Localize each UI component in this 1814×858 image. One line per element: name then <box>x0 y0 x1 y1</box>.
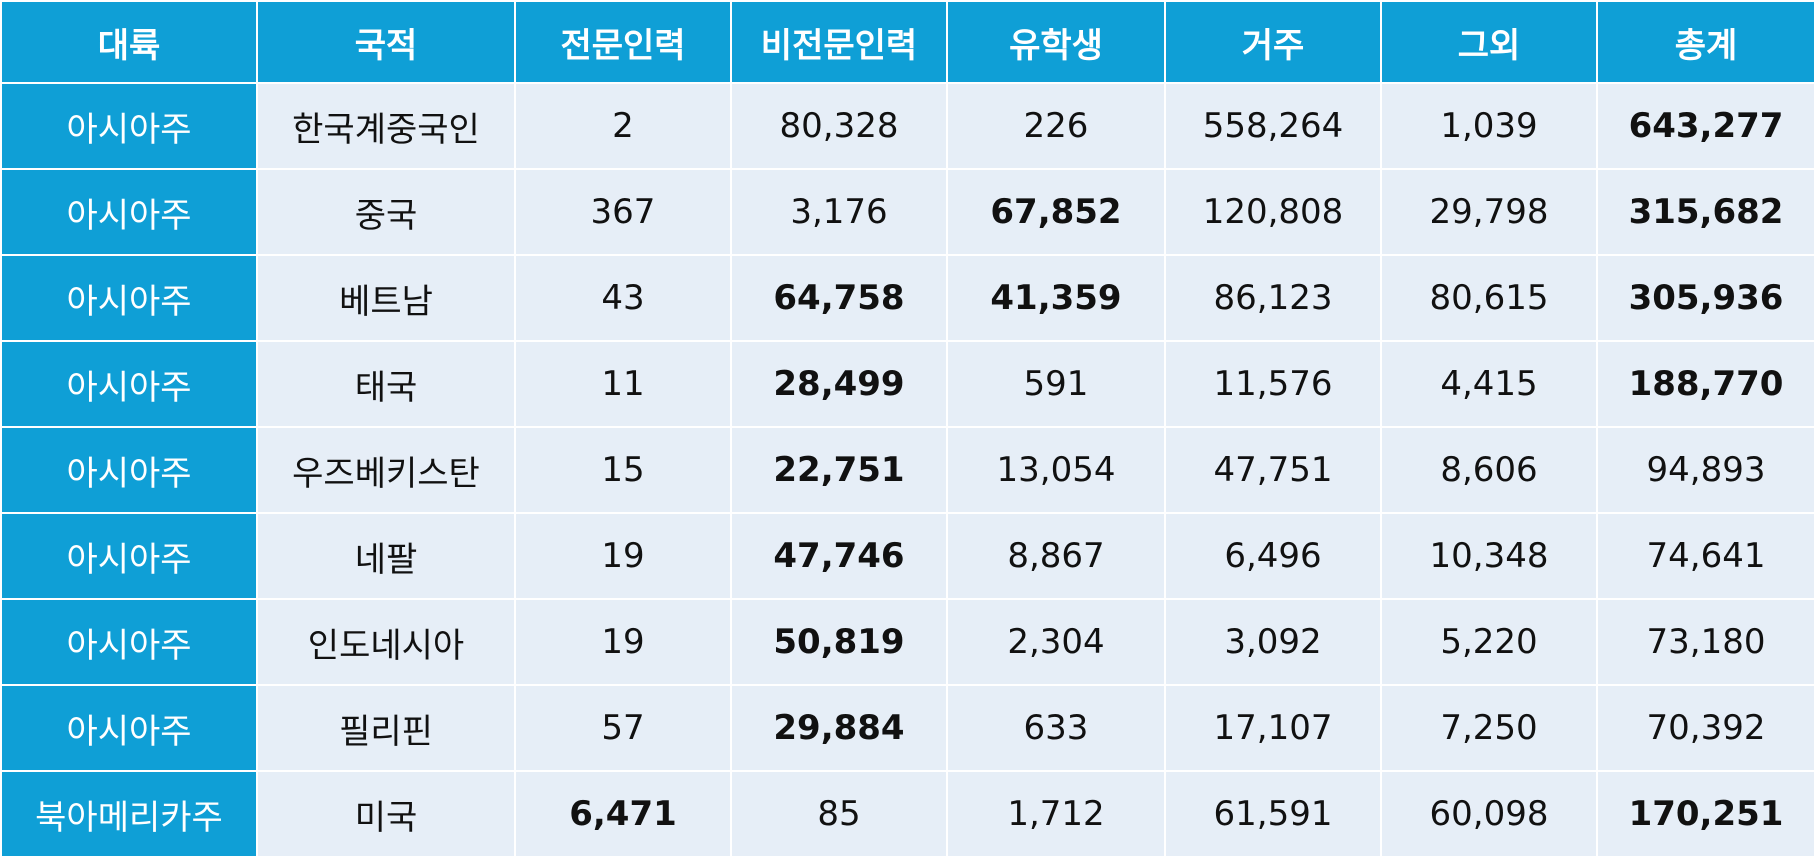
cell-total: 94,893 <box>1596 426 1814 514</box>
cell-student: 13,054 <box>946 426 1166 514</box>
header-row: 대륙 국적 전문인력 비전문인력 유학생 거주 그외 총계 <box>0 0 1814 84</box>
cell-total: 188,770 <box>1596 340 1814 428</box>
cell-professional: 367 <box>514 168 732 256</box>
cell-continent: 아시아주 <box>0 168 258 256</box>
cell-total: 73,180 <box>1596 598 1814 686</box>
cell-non-professional: 47,746 <box>730 512 948 600</box>
cell-non-professional: 3,176 <box>730 168 948 256</box>
cell-other: 5,220 <box>1380 598 1598 686</box>
table-row: 아시아주 태국 11 28,499 591 11,576 4,415 188,770 <box>0 340 1814 428</box>
cell-professional: 11 <box>514 340 732 428</box>
cell-other: 80,615 <box>1380 254 1598 342</box>
cell-other: 29,798 <box>1380 168 1598 256</box>
cell-student: 67,852 <box>946 168 1166 256</box>
table-header: 대륙 국적 전문인력 비전문인력 유학생 거주 그외 총계 <box>0 0 1814 84</box>
cell-residence: 86,123 <box>1164 254 1382 342</box>
table-row: 아시아주 필리핀 57 29,884 633 17,107 7,250 70,392 <box>0 684 1814 772</box>
cell-other: 8,606 <box>1380 426 1598 514</box>
header-residence: 거주 <box>1164 0 1382 84</box>
cell-non-professional: 80,328 <box>730 82 948 170</box>
header-continent: 대륙 <box>0 0 258 84</box>
table-row: 아시아주 우즈베키스탄 15 22,751 13,054 47,751 8,606 94,89… <box>0 426 1814 514</box>
cell-total: 74,641 <box>1596 512 1814 600</box>
header-other: 그외 <box>1380 0 1598 84</box>
cell-total: 643,277 <box>1596 82 1814 170</box>
cell-total: 305,936 <box>1596 254 1814 342</box>
cell-other: 60,098 <box>1380 770 1598 858</box>
cell-other: 4,415 <box>1380 340 1598 428</box>
cell-nationality: 중국 <box>256 168 516 256</box>
cell-non-professional: 64,758 <box>730 254 948 342</box>
table-row: 아시아주 베트남 43 64,758 41,359 86,123 80,615 305,936 <box>0 254 1814 342</box>
cell-student: 8,867 <box>946 512 1166 600</box>
cell-non-professional: 29,884 <box>730 684 948 772</box>
cell-nationality: 우즈베키스탄 <box>256 426 516 514</box>
table-row: 아시아주 인도네시아 19 50,819 2,304 3,092 5,220 73,180 <box>0 598 1814 686</box>
cell-nationality: 인도네시아 <box>256 598 516 686</box>
cell-student: 591 <box>946 340 1166 428</box>
cell-nationality: 미국 <box>256 770 516 858</box>
cell-residence: 558,264 <box>1164 82 1382 170</box>
table-row: 아시아주 한국계중국인 2 80,328 226 558,264 1,039 643,277 <box>0 82 1814 170</box>
cell-continent: 북아메리카주 <box>0 770 258 858</box>
cell-nationality: 필리핀 <box>256 684 516 772</box>
cell-professional: 43 <box>514 254 732 342</box>
header-professional: 전문인력 <box>514 0 732 84</box>
cell-residence: 6,496 <box>1164 512 1382 600</box>
cell-residence: 17,107 <box>1164 684 1382 772</box>
cell-continent: 아시아주 <box>0 684 258 772</box>
cell-professional: 6,471 <box>514 770 732 858</box>
cell-non-professional: 85 <box>730 770 948 858</box>
cell-total: 170,251 <box>1596 770 1814 858</box>
cell-student: 41,359 <box>946 254 1166 342</box>
cell-nationality: 네팔 <box>256 512 516 600</box>
cell-student: 226 <box>946 82 1166 170</box>
cell-nationality: 태국 <box>256 340 516 428</box>
cell-continent: 아시아주 <box>0 82 258 170</box>
cell-professional: 19 <box>514 598 732 686</box>
cell-other: 7,250 <box>1380 684 1598 772</box>
cell-continent: 아시아주 <box>0 512 258 600</box>
header-total: 총계 <box>1596 0 1814 84</box>
cell-nationality: 한국계중국인 <box>256 82 516 170</box>
cell-total: 70,392 <box>1596 684 1814 772</box>
cell-residence: 47,751 <box>1164 426 1382 514</box>
cell-student: 2,304 <box>946 598 1166 686</box>
cell-professional: 15 <box>514 426 732 514</box>
cell-continent: 아시아주 <box>0 426 258 514</box>
cell-other: 1,039 <box>1380 82 1598 170</box>
cell-professional: 19 <box>514 512 732 600</box>
cell-continent: 아시아주 <box>0 254 258 342</box>
cell-residence: 3,092 <box>1164 598 1382 686</box>
cell-residence: 61,591 <box>1164 770 1382 858</box>
cell-professional: 57 <box>514 684 732 772</box>
cell-continent: 아시아주 <box>0 340 258 428</box>
cell-residence: 120,808 <box>1164 168 1382 256</box>
cell-professional: 2 <box>514 82 732 170</box>
header-nationality: 국적 <box>256 0 516 84</box>
cell-residence: 11,576 <box>1164 340 1382 428</box>
cell-student: 1,712 <box>946 770 1166 858</box>
header-non-professional: 비전문인력 <box>730 0 948 84</box>
table-row: 북아메리카주 미국 6,471 85 1,712 61,591 60,098 170,251 <box>0 770 1814 858</box>
table-row: 아시아주 중국 367 3,176 67,852 120,808 29,798 315,682 <box>0 168 1814 256</box>
cell-non-professional: 50,819 <box>730 598 948 686</box>
cell-other: 10,348 <box>1380 512 1598 600</box>
cell-student: 633 <box>946 684 1166 772</box>
cell-continent: 아시아주 <box>0 598 258 686</box>
cell-non-professional: 22,751 <box>730 426 948 514</box>
table-row: 아시아주 네팔 19 47,746 8,867 6,496 10,348 74,641 <box>0 512 1814 600</box>
cell-total: 315,682 <box>1596 168 1814 256</box>
table-body: 아시아주 한국계중국인 2 80,328 226 558,264 1,039 643,277 아… <box>0 82 1814 858</box>
cell-nationality: 베트남 <box>256 254 516 342</box>
cell-non-professional: 28,499 <box>730 340 948 428</box>
header-student: 유학생 <box>946 0 1166 84</box>
